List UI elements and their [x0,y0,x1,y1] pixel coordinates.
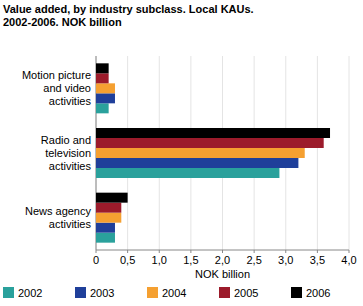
bar [96,148,305,158]
bar [96,223,115,233]
legend-label: 2004 [162,287,186,299]
category-label: Radio andtelevisionactivities [41,134,92,172]
text-line: 2002-2006. NOK billion [3,16,122,28]
text-line: activities [49,95,92,107]
tick-label: 3,5 [310,254,325,266]
axis-line [96,250,349,251]
bar [96,233,115,243]
text-line: activities [49,160,92,172]
axis-label: NOK billion [195,268,250,280]
text-line: and video [43,82,91,94]
grid-line [317,56,318,250]
bar [96,138,324,148]
bar [96,73,109,83]
legend-swatch [219,287,230,298]
legend-swatch [3,287,14,298]
bar [96,158,298,168]
category-label: News agencyactivities [25,205,92,230]
text-line: Motion picture [22,69,91,81]
bar [96,63,109,73]
tick-label: 0 [93,254,99,266]
text-line: Radio and [41,134,91,146]
legend-swatch [75,287,86,298]
bar [96,93,115,103]
tick-label: 0,5 [120,254,135,266]
legend-swatch [147,287,158,298]
bar [96,168,279,178]
text-line: activities [49,218,92,230]
tick-label: 1,0 [152,254,167,266]
legend-label: 2006 [306,287,330,299]
grid-line [349,56,350,250]
bar [96,128,330,138]
legend-label: 2005 [234,287,258,299]
legend-label: 2002 [18,287,42,299]
bars [96,63,330,242]
text-line: Value added, by industry subclass. Local… [3,3,254,15]
legend-swatch [291,287,302,298]
text-line: News agency [25,205,92,217]
bar [96,213,121,223]
category-label: Motion pictureand videoactivities [22,69,92,107]
bar [96,83,115,93]
chart: Value added, by industry subclass. Local… [0,0,363,306]
legend-label: 2003 [90,287,114,299]
tick-label: 3,0 [278,254,293,266]
title: Value added, by industry subclass. Local… [3,3,254,28]
text-line: television [45,147,91,159]
bar [96,203,121,213]
tick-label: 2,0 [215,254,230,266]
tick-label: 2,5 [246,254,261,266]
tick-label: 1,5 [183,254,198,266]
bar [96,103,109,113]
tick-label: 4,0 [341,254,356,266]
bar [96,193,128,203]
